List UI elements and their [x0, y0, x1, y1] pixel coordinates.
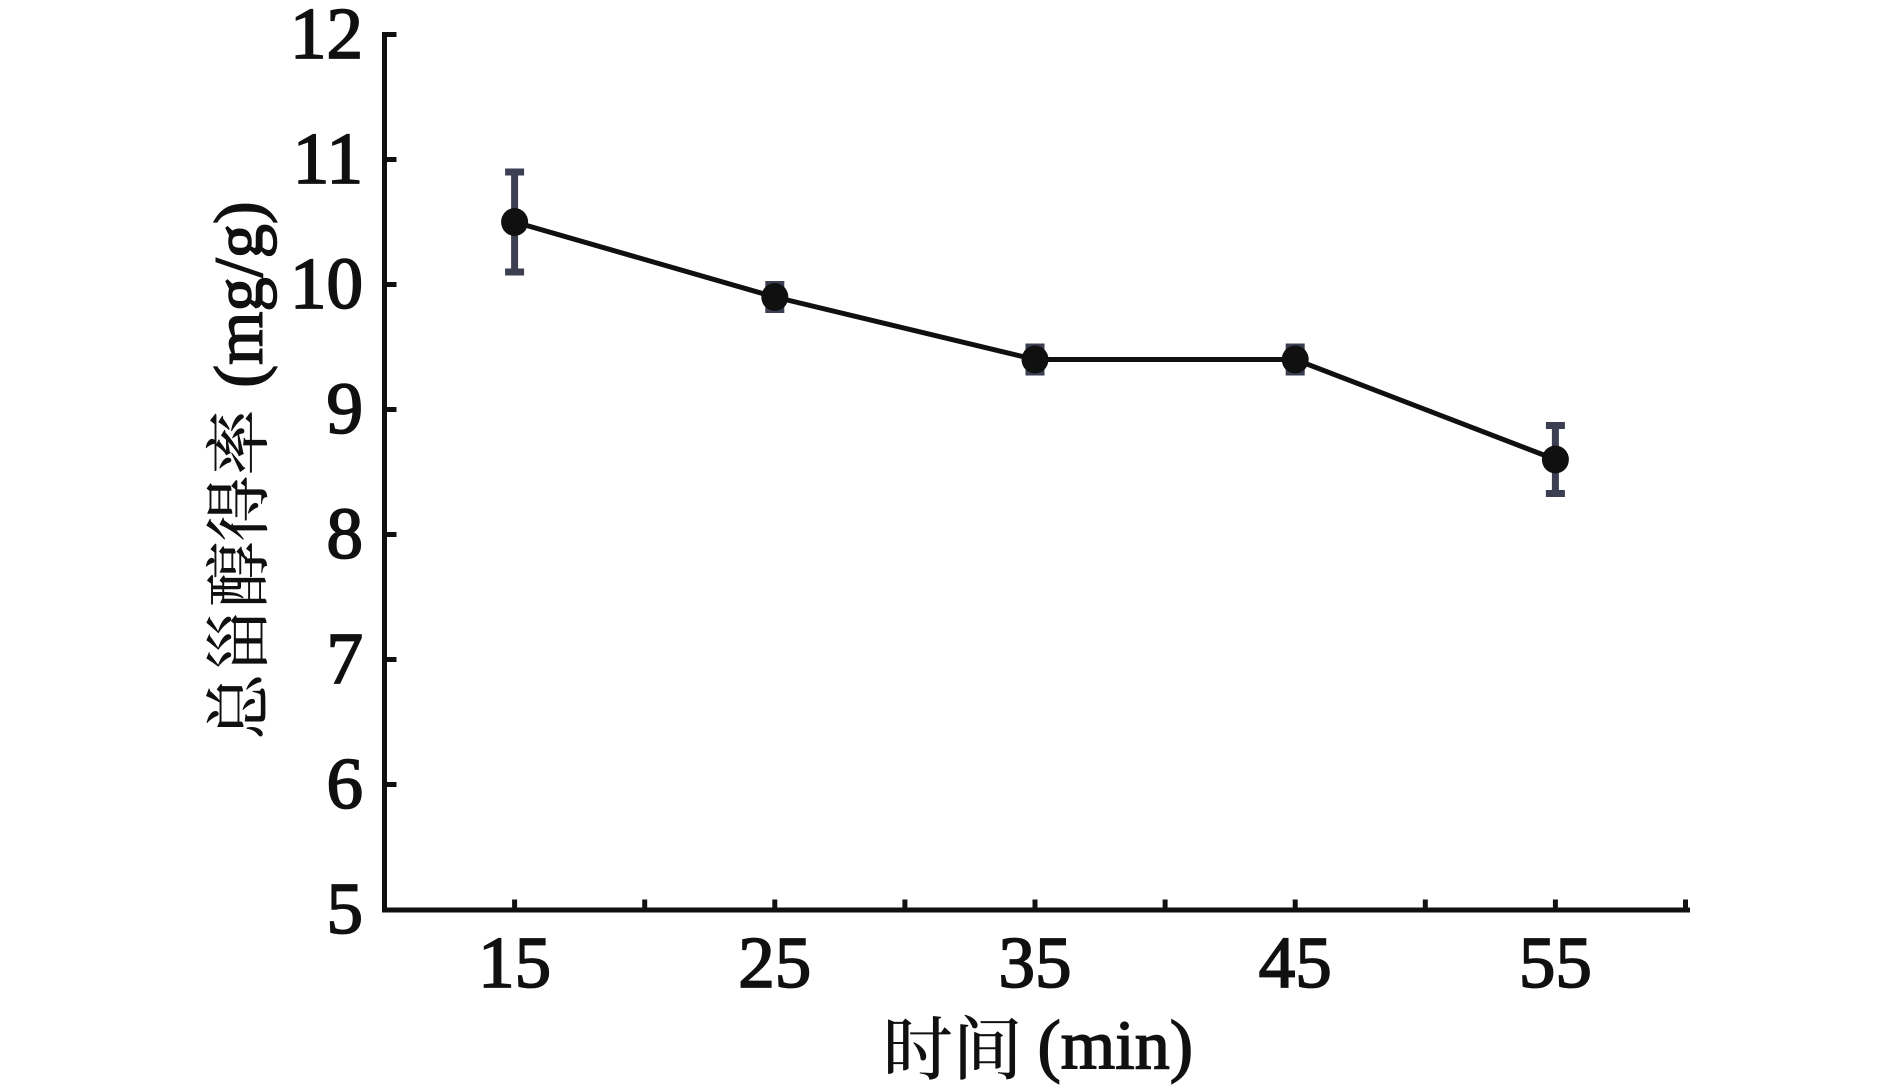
svg-text:(mg/g): (mg/g) — [201, 201, 277, 387]
svg-text:25: 25 — [738, 922, 811, 1003]
svg-text:6: 6 — [327, 743, 364, 824]
svg-text:5: 5 — [327, 868, 364, 949]
svg-text:35: 35 — [999, 922, 1072, 1003]
svg-text:45: 45 — [1259, 922, 1332, 1003]
svg-text:7: 7 — [327, 618, 364, 699]
svg-text:8: 8 — [327, 493, 364, 574]
svg-text:12: 12 — [290, 0, 363, 74]
svg-text:11: 11 — [293, 118, 363, 199]
svg-text:10: 10 — [290, 243, 363, 324]
svg-text:9: 9 — [327, 368, 364, 449]
svg-text:(min): (min) — [1038, 1008, 1194, 1085]
svg-text:55: 55 — [1519, 922, 1592, 1003]
svg-text:15: 15 — [478, 922, 551, 1003]
